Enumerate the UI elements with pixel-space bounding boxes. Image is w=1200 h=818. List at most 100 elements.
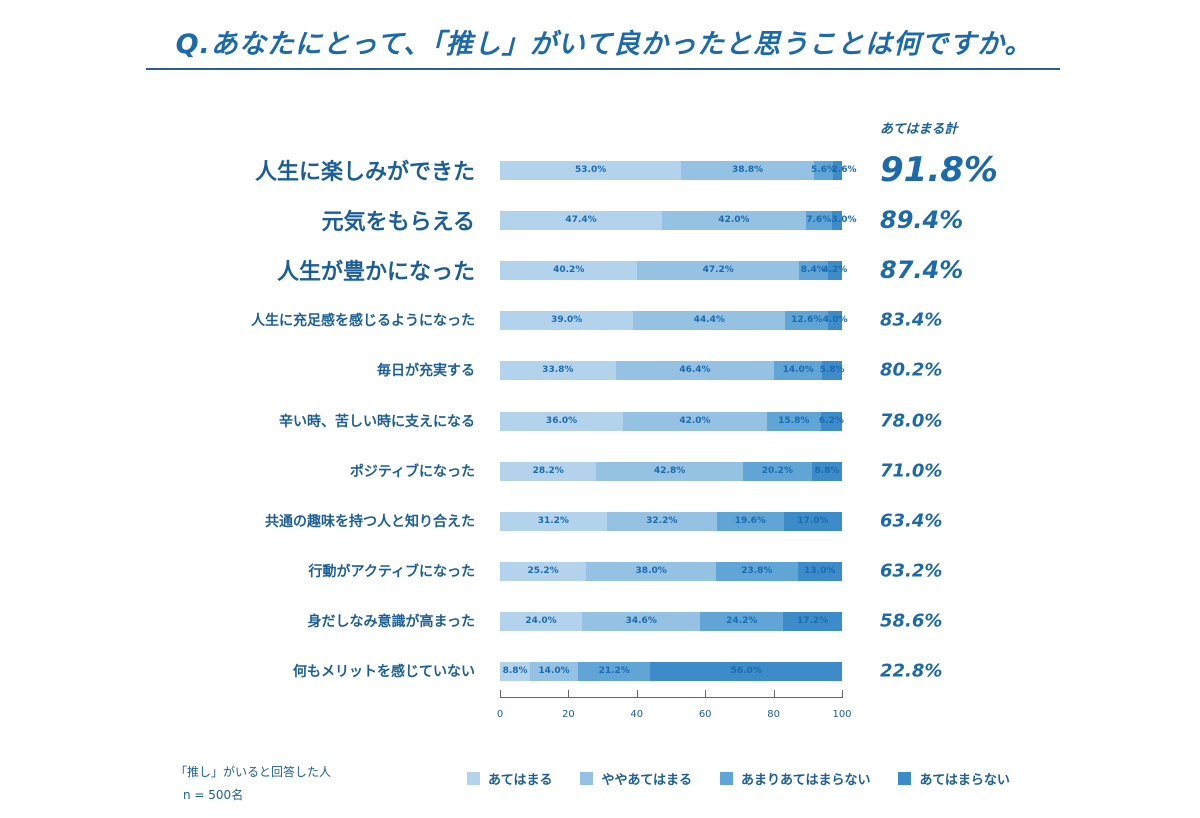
legend-label: あてはまる	[488, 773, 553, 788]
bar-segment	[774, 361, 823, 381]
bar-segment	[827, 261, 842, 281]
bar-segment	[637, 261, 799, 281]
bar-segment	[783, 511, 842, 531]
data-label: 5.6%	[811, 165, 837, 175]
bar-segment	[797, 561, 842, 581]
bar-segment	[500, 411, 624, 431]
row-label: 共通の趣味を持つ人と知り合えた	[265, 513, 475, 530]
data-label: 24.0%	[525, 615, 557, 626]
x-tick	[842, 690, 843, 698]
row-label: 人生に楽しみができた	[254, 160, 475, 185]
bar-segment	[500, 161, 682, 180]
data-label: 4.2%	[822, 265, 848, 276]
data-label: 40.2%	[553, 265, 585, 276]
bar-segment	[500, 361, 616, 381]
data-label: 25.2%	[527, 565, 559, 576]
total-header: あてはまる計	[880, 122, 958, 137]
bar-segment	[650, 662, 842, 681]
row-label: 人生が豊かになった	[276, 260, 475, 286]
bar-segment	[742, 461, 812, 481]
legend: あてはまる ややあてはまる あまりあてはまらない あてはまらない	[467, 769, 1010, 788]
data-label: 32.2%	[646, 515, 678, 526]
data-label: 56.0%	[730, 666, 762, 676]
x-tick-label: 100	[832, 709, 852, 720]
row-total: 58.6%	[880, 610, 943, 632]
data-label: 47.4%	[565, 215, 597, 226]
x-tick-label: 40	[630, 709, 644, 720]
data-label: 47.2%	[702, 265, 734, 276]
row-total: 63.4%	[880, 510, 943, 532]
bar-segment	[831, 211, 842, 231]
data-label: 31.2%	[537, 515, 569, 526]
row-label: 身だしなみ意識が高まった	[307, 613, 475, 630]
bar-segment	[586, 561, 717, 581]
legend-label: あてはまらない	[919, 773, 1010, 788]
data-label: 6.2%	[818, 415, 844, 426]
data-label: 5.8%	[819, 365, 845, 376]
row-label: 毎日が充実する	[377, 363, 475, 380]
data-label: 28.2%	[532, 465, 564, 476]
row-total: 91.8%	[880, 150, 998, 190]
data-label: 8.8%	[814, 465, 840, 476]
x-tick	[773, 690, 775, 698]
data-label: 23.8%	[741, 565, 773, 576]
x-tick-label: 20	[562, 709, 575, 720]
data-label: 7.6%	[806, 215, 832, 226]
bar-segment	[766, 411, 821, 431]
data-label: 39.0%	[551, 315, 583, 326]
bar-segment	[820, 411, 842, 431]
legend-label: ややあてはまる	[601, 773, 692, 788]
bar-segment	[596, 461, 743, 481]
legend-item: ややあてはまる	[580, 769, 692, 788]
bar-segment	[500, 311, 634, 331]
legend-swatch	[580, 772, 594, 785]
legend-swatch	[719, 772, 733, 785]
data-label: 42.0%	[718, 215, 750, 226]
row-total: 87.4%	[880, 256, 964, 285]
bar-segment	[623, 411, 767, 431]
bar-segment	[500, 261, 638, 281]
bar-segment	[582, 611, 701, 631]
title-divider	[146, 68, 1060, 70]
data-label: 8.4%	[800, 265, 826, 276]
bar-segment	[798, 261, 828, 281]
bar-segment	[500, 211, 663, 231]
row-label: 何もメリットを感じていない	[293, 664, 475, 680]
bar-segment	[633, 311, 786, 331]
bar-segment	[500, 561, 587, 581]
row-total: 63.2%	[880, 560, 943, 582]
x-tick-label: 60	[698, 709, 712, 720]
bar-segment	[716, 511, 784, 531]
bar-segment	[500, 461, 597, 481]
data-label: 17.2%	[796, 615, 829, 626]
row-label: ポジティブになった	[349, 463, 475, 480]
row-label: 元気をもらえる	[321, 210, 475, 236]
sample-size: n = 500名	[183, 788, 244, 802]
row-total: 71.0%	[880, 460, 943, 482]
x-tick-label: 80	[767, 709, 780, 720]
data-label: 46.4%	[679, 365, 711, 376]
x-axis	[500, 697, 842, 698]
bar-segment	[811, 461, 842, 481]
row-total: 22.8%	[880, 660, 943, 682]
row-total: 78.0%	[880, 410, 943, 431]
data-label: 38.8%	[731, 165, 764, 175]
legend-item: あまりあてはまらない	[719, 769, 870, 788]
x-tick	[705, 690, 707, 698]
row-total: 83.4%	[880, 309, 943, 331]
data-label: 36.0%	[545, 415, 578, 426]
row-label: 人生に充足感を感じるようになった	[251, 313, 475, 330]
bar-segment	[530, 662, 578, 681]
data-label: 3.0%	[831, 215, 857, 226]
legend-item: あてはまらない	[898, 769, 1010, 788]
data-label: 12.6%	[791, 315, 823, 326]
row-total: 80.2%	[880, 359, 943, 381]
bar-segment	[716, 561, 798, 581]
bar-segment	[500, 662, 531, 681]
bar-segment	[500, 611, 583, 631]
sample-note: 「推し」がいると回答した人	[175, 765, 332, 779]
bar-segment	[833, 161, 842, 180]
x-tick	[636, 690, 638, 698]
data-label: 13.0%	[804, 565, 836, 576]
data-label: 14.0%	[538, 666, 570, 676]
